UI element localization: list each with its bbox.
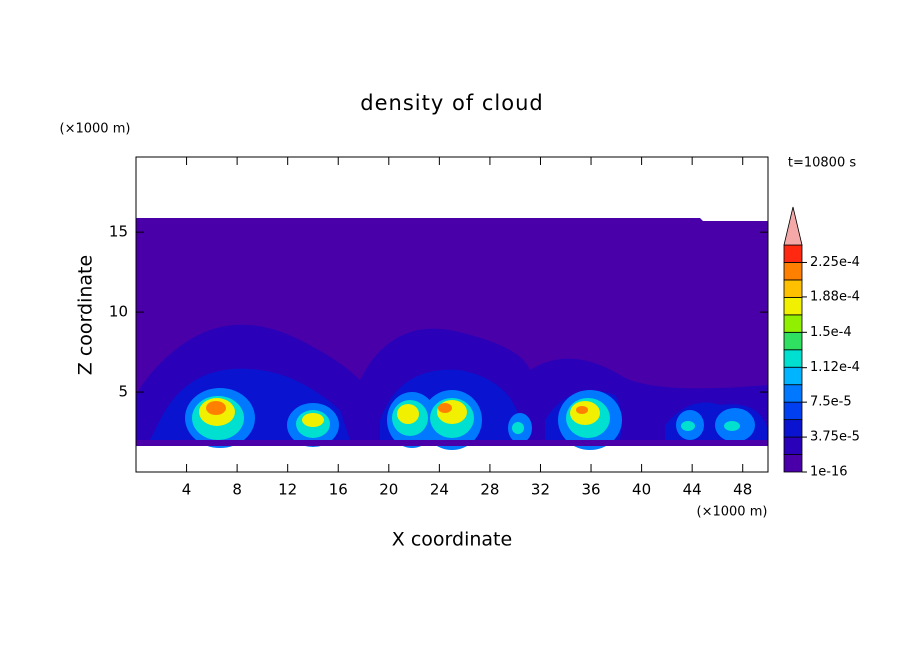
colorbar-tick-label: 1.12e-4: [810, 360, 860, 375]
colorbar-tick-label: 7.5e-5: [810, 395, 852, 410]
x-tick-label: 48: [733, 481, 752, 499]
x-axis-label: X coordinate: [392, 529, 512, 551]
contour-field: [136, 218, 768, 450]
y-tick-label: 15: [109, 223, 128, 241]
x-tick-label: 4: [182, 481, 192, 499]
colorbar-bin: [783, 384, 803, 403]
x-tick-label: 16: [329, 481, 348, 499]
x-tick-label: 32: [531, 481, 550, 499]
colorbar-bin: [783, 331, 803, 351]
colorbar-tick-label: 1.88e-4: [810, 289, 860, 304]
colorbar-tick-label: 1.5e-4: [810, 325, 852, 340]
colorbar-bin: [783, 244, 803, 263]
x-tick-label: 40: [632, 481, 651, 499]
colorbar-bin: [783, 419, 803, 438]
colorbar-bin: [783, 262, 803, 281]
x-tick-label: 12: [278, 481, 297, 499]
y-tick-label: 10: [109, 303, 128, 321]
colorbar-tick-label: 2.25e-4: [810, 255, 860, 270]
chart-title: density of cloud: [360, 91, 543, 115]
colorbar-bin: [783, 401, 803, 421]
x-tick-label: 36: [581, 481, 600, 499]
colorbar-bin: [783, 366, 803, 386]
x-tick-label: 8: [232, 481, 242, 499]
x-tick-label: 44: [683, 481, 702, 499]
colorbar-tick-label: 3.75e-5: [810, 430, 860, 445]
x-tick-label: 28: [480, 481, 499, 499]
y-unit: (×1000 m): [60, 122, 131, 137]
plot-frame: [135, 156, 769, 473]
y-tick-label: 5: [118, 383, 128, 401]
x-unit: (×1000 m): [697, 505, 768, 520]
x-tick-label: 20: [379, 481, 398, 499]
colorbar-bin: [783, 349, 803, 368]
time-annotation: t=10800 s: [788, 156, 856, 171]
colorbar-tick-label: 1e-16: [810, 465, 848, 480]
colorbar-bin: [783, 436, 803, 455]
x-tick-label: 24: [430, 481, 449, 499]
colorbar-bin: [783, 296, 803, 316]
colorbar-extend: [783, 206, 803, 246]
colorbar-bin: [783, 279, 803, 298]
colorbar-bin: [783, 314, 803, 333]
colorbar-bin: [783, 454, 803, 473]
y-axis-label: Z coordinate: [75, 255, 97, 375]
